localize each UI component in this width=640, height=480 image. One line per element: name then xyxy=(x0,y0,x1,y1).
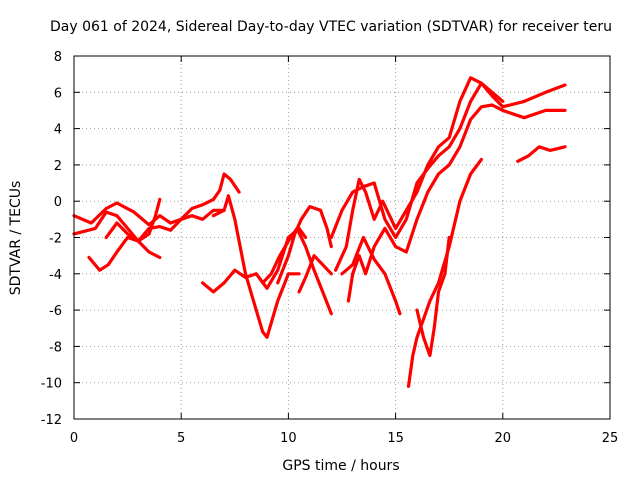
y-tick-label: 2 xyxy=(54,159,62,174)
grid xyxy=(74,56,610,419)
data-series xyxy=(72,76,567,388)
y-tick-label: -10 xyxy=(41,377,62,392)
series-track-1 xyxy=(72,172,241,227)
y-axis-label: SDTVAR / TECUs xyxy=(8,181,24,296)
x-tick-label: 10 xyxy=(280,431,297,446)
series-track-15 xyxy=(415,235,451,358)
x-tick-label: 5 xyxy=(177,431,185,446)
series-track-3 xyxy=(87,235,162,272)
y-tick-labels: -12 -10 -8 -6 -4 -2 0 2 4 6 8 xyxy=(41,50,62,428)
series-track-7 xyxy=(261,226,333,316)
chart-title: Day 061 of 2024, Sidereal Day-to-day VTE… xyxy=(50,19,612,35)
x-axis-label: GPS time / hours xyxy=(282,458,399,474)
series-track-2 xyxy=(72,197,162,243)
x-tick-label: 20 xyxy=(495,431,512,446)
series-track-12 xyxy=(346,103,567,303)
y-tick-label: 8 xyxy=(54,50,62,65)
series-track-6 xyxy=(211,194,301,339)
y-tick-label: -2 xyxy=(49,232,62,247)
series-track-16 xyxy=(516,145,567,163)
y-tick-label: 0 xyxy=(54,195,62,210)
y-tick-label: -12 xyxy=(41,413,62,428)
axis-ticks xyxy=(73,55,611,420)
series-track-8 xyxy=(276,205,333,285)
x-tick-label: 25 xyxy=(602,431,619,446)
series-track-10 xyxy=(329,81,505,240)
series-track-14 xyxy=(406,157,483,388)
y-tick-label: 4 xyxy=(54,123,62,138)
x-tick-label: 15 xyxy=(387,431,404,446)
y-tick-label: -8 xyxy=(49,340,62,355)
y-tick-label: -6 xyxy=(49,304,62,319)
y-tick-label: 6 xyxy=(54,86,62,101)
x-tick-label: 0 xyxy=(70,431,78,446)
y-tick-label: -4 xyxy=(49,268,62,283)
series-track-4 xyxy=(104,208,226,243)
series-track-9 xyxy=(297,254,333,294)
series-track-13 xyxy=(340,235,402,316)
x-tick-labels: 0 5 10 15 20 25 xyxy=(70,431,618,446)
series-track-11 xyxy=(334,76,567,272)
